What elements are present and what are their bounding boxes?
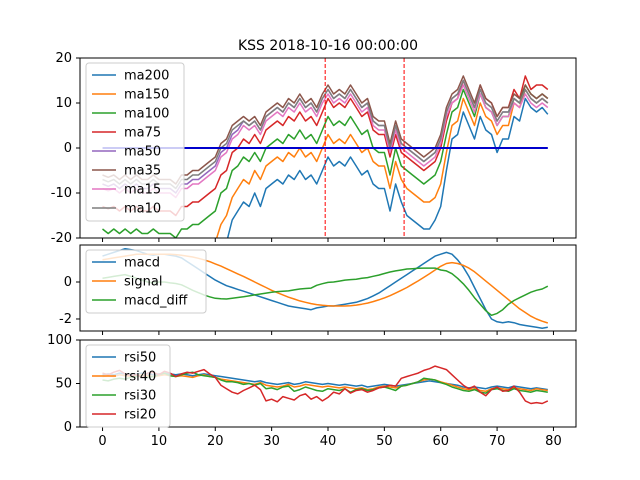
chart-title: KSS 2018-10-16 00:00:00 [238, 38, 418, 54]
x-tick-label: 0 [98, 434, 106, 449]
series-line-rsi20 [102, 365, 549, 405]
x-tick-label: 70 [489, 434, 506, 449]
legend-label-rsi40: rsi40 [124, 370, 156, 385]
legend-label-ma100: ma100 [124, 107, 169, 122]
legend-label-macd_diff: macd_diff [124, 294, 188, 309]
series-line-ma150 [215, 88, 549, 238]
x-tick-label: 10 [151, 434, 168, 449]
y-tick-label: 0 [64, 141, 72, 156]
x-tick-label: 80 [545, 434, 562, 449]
legend: rsi50 rsi40 rsi30 rsi20 [85, 344, 171, 428]
series-line-ma100 [102, 84, 549, 238]
legend-label-ma150: ma150 [124, 88, 169, 103]
y-tick-label: -2 [59, 312, 72, 327]
legend: macd signal macd_diff [85, 249, 207, 314]
y-tick-label: -10 [51, 186, 72, 201]
legend-label-ma15: ma15 [124, 183, 161, 198]
legend-box [85, 62, 185, 222]
x-tick-label: 60 [432, 434, 449, 449]
legend-box [85, 249, 207, 314]
x-tick-label: 40 [320, 434, 337, 449]
legend-label-ma50: ma50 [124, 145, 161, 160]
legend-label-rsi20: rsi20 [124, 408, 156, 423]
y-tick-label: 0 [64, 420, 72, 435]
y-tick-label: 20 [55, 51, 72, 66]
y-tick-label: 50 [55, 377, 72, 392]
legend-label-rsi30: rsi30 [124, 389, 156, 404]
moving-averages-panel: -20-1001020ma200ma150ma100ma75ma50ma35ma… [51, 51, 577, 246]
x-tick-label: 20 [207, 434, 224, 449]
legend-label-ma75: ma75 [124, 126, 161, 141]
y-tick-label: -20 [51, 231, 72, 246]
legend: ma200 ma150 ma100 ma75 ma50 ma35 ma15 ma10 [85, 62, 185, 222]
legend-label-macd: macd [124, 256, 160, 271]
macd-panel: -2 0 macd signal macd_diff [59, 244, 577, 335]
legend-label-ma10: ma10 [124, 202, 161, 217]
legend-box [85, 344, 171, 428]
x-tick-label: 50 [376, 434, 393, 449]
legend-label-ma35: ma35 [124, 164, 161, 179]
plot-area [102, 365, 549, 405]
y-tick-label: 100 [47, 333, 72, 348]
legend-label-ma200: ma200 [124, 69, 169, 84]
y-tick-label: 0 [64, 275, 72, 290]
legend-label-signal: signal [124, 275, 162, 290]
y-tick-label: 10 [55, 96, 72, 111]
legend-label-rsi50: rsi50 [124, 351, 156, 366]
x-tick-label: 30 [263, 434, 280, 449]
